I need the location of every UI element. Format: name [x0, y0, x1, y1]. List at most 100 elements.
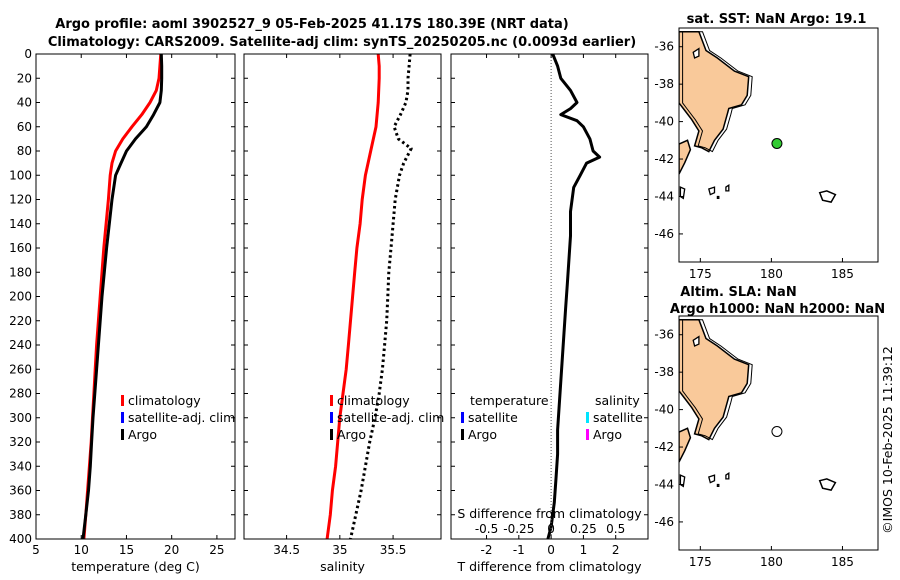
map_sla-ytick-label: -38 [654, 365, 674, 379]
salinity-2-legend-label: Argo [337, 427, 366, 442]
diff-s-satellite-legend-label: satellite [593, 410, 643, 425]
salinity-difference-tick-label: 0.5 [606, 522, 625, 536]
temperature-0-legend-label: climatology [128, 393, 201, 408]
chatham-islands-outline [818, 478, 837, 491]
temperature-xtick-label: 15 [119, 543, 134, 557]
difference-xtick-label: -1 [513, 543, 525, 557]
depth-tick-label: 0 [24, 47, 32, 61]
sla-map-panel: 175 180 185 -46 -44 -42 -40 -38 -36 Altim. SLA: N… [654, 285, 885, 569]
diff-t-satellite-legend-label: satellite [468, 410, 518, 425]
temperature-xlabel: temperature (deg C) [71, 559, 200, 574]
sla-map-title-2: Argo h1000: NaN h2000: NaN [670, 302, 885, 317]
depth-tick-label: 140 [9, 217, 32, 231]
islet-outline [692, 335, 700, 347]
islet-outline [725, 183, 730, 192]
timestamp-label: ©IMOS 10-Feb-2025 11:39:12 [880, 346, 895, 534]
south-island-land [679, 139, 692, 175]
map_sst-ytick-label: -46 [654, 227, 674, 241]
temperature-1-legend-label: satellite-adj. clim [128, 410, 235, 425]
salinity-difference-tick-label: -0.5 [475, 522, 498, 536]
map_sla-xtick-label: 180 [760, 555, 783, 569]
depth-tick-label: 40 [17, 96, 32, 110]
diff-s-argo-legend-label: Argo [593, 427, 622, 442]
temperature-series-climatology [82, 53, 163, 540]
temperature-axes [35, 53, 236, 540]
salinity-series-climatology [325, 53, 381, 540]
map_sst-ytick-label: -44 [654, 189, 674, 203]
islet-outline [708, 474, 716, 484]
depth-tick-label: 180 [9, 265, 32, 279]
difference-series-argo [546, 53, 602, 540]
islet-outline [725, 471, 730, 480]
map_sla-ytick-label: -36 [654, 328, 674, 342]
north-island-land [679, 318, 750, 441]
temperature-xtick-label: 10 [74, 543, 89, 557]
title-line-2: Climatology: CARS2009. Satellite-adj cli… [48, 35, 636, 50]
sla-map-title-1: Altim. SLA: NaN [680, 285, 796, 300]
map_sst-ytick-label: -38 [654, 77, 674, 91]
map_sst-coastline [679, 30, 837, 203]
map_sst-ytick-label: -42 [654, 152, 674, 166]
salinity-xtick-label: 35 [332, 543, 347, 557]
map_sla-ytick-label: -44 [654, 477, 674, 491]
difference-xlabel: T difference from climatology [456, 559, 642, 574]
map_sst-xtick-label: 180 [760, 267, 783, 281]
salinity-1-legend-label: satellite-adj. clim [337, 410, 444, 425]
depth-tick-label: 340 [9, 459, 32, 473]
temperature-2-legend-label: Argo [128, 427, 157, 442]
depth-tick-label: 60 [17, 120, 32, 134]
difference-xtick-label: 0 [547, 543, 555, 557]
map_sst-axes [678, 27, 879, 263]
salinity-difference-tick-label: 0 [547, 522, 555, 536]
map_sst-xtick-label: 175 [689, 267, 712, 281]
depth-tick-label: 380 [9, 508, 32, 522]
salinity-0-legend-label: climatology [337, 393, 410, 408]
map_sst-xtick-label: 185 [831, 267, 854, 281]
salinity-xtick-label: 34.5 [273, 543, 300, 557]
sst-map-panel: 175 180 185 -46 -44 -42 -40 -38 -36 sat. SST: NaN… [654, 12, 879, 281]
depth-tick-label: 360 [9, 484, 32, 498]
north-island-land [679, 30, 750, 153]
islet-outline [692, 47, 700, 59]
difference-panel: -2 -1 0 1 2 T difference from climatology temp… [450, 53, 649, 574]
salinity-panel: 34.5 35 35.5 salinity climatology satellite-a… [243, 53, 444, 574]
salinity-difference-tick-label: -0.25 [503, 522, 534, 536]
depth-tick-label: 20 [17, 71, 32, 85]
depth-tick-label: 80 [17, 144, 32, 158]
map_sla-xtick-label: 175 [689, 555, 712, 569]
diff-legend-temperature-title: temperature [470, 393, 549, 408]
sst-map-title: sat. SST: NaN Argo: 19.1 [687, 12, 867, 27]
depth-tick-label: 100 [9, 168, 32, 182]
salinity-difference-tick-label: 0.25 [570, 522, 597, 536]
islet-outline [716, 195, 720, 200]
map_sst-argo-float-marker [771, 138, 783, 150]
map_sla-ytick-label: -42 [654, 440, 674, 454]
difference-xtick-label: -2 [481, 543, 493, 557]
depth-tick-label: 260 [9, 362, 32, 376]
depth-tick-label: 120 [9, 193, 32, 207]
diff-t-argo-legend-label: Argo [468, 427, 497, 442]
salinity-xlabel: salinity [320, 559, 365, 574]
map_sst-ytick-label: -36 [654, 40, 674, 54]
map_sla-xtick-label: 185 [831, 555, 854, 569]
depth-tick-label: 300 [9, 411, 32, 425]
depth-tick-label: 400 [9, 532, 32, 546]
diff-legend-salinity-title: salinity [595, 393, 640, 408]
title-line-1: Argo profile: aoml 3902527_9 05-Feb-2025… [55, 17, 568, 32]
depth-tick-label: 220 [9, 314, 32, 328]
diff-s-argo-legend-swatch [586, 429, 589, 440]
islet-outline [679, 474, 686, 488]
islet-outline [716, 483, 720, 488]
temperature-1-legend-swatch [121, 412, 124, 423]
salinity-difference-label: S difference from climatology [457, 506, 642, 521]
map_sla-coastline [679, 318, 837, 491]
map_sla-ytick-label: -40 [654, 403, 674, 417]
shelf-contour [682, 319, 753, 441]
depth-tick-label: 160 [9, 241, 32, 255]
salinity-axes [243, 53, 442, 540]
temperature-2-legend-swatch [121, 429, 124, 440]
temperature-series-argo [81, 53, 164, 540]
salinity-series-argo [349, 53, 413, 540]
temperature-panel: 5 10 15 20 25 temperature (deg C) 0 20 40 60 80 100… [9, 47, 236, 574]
